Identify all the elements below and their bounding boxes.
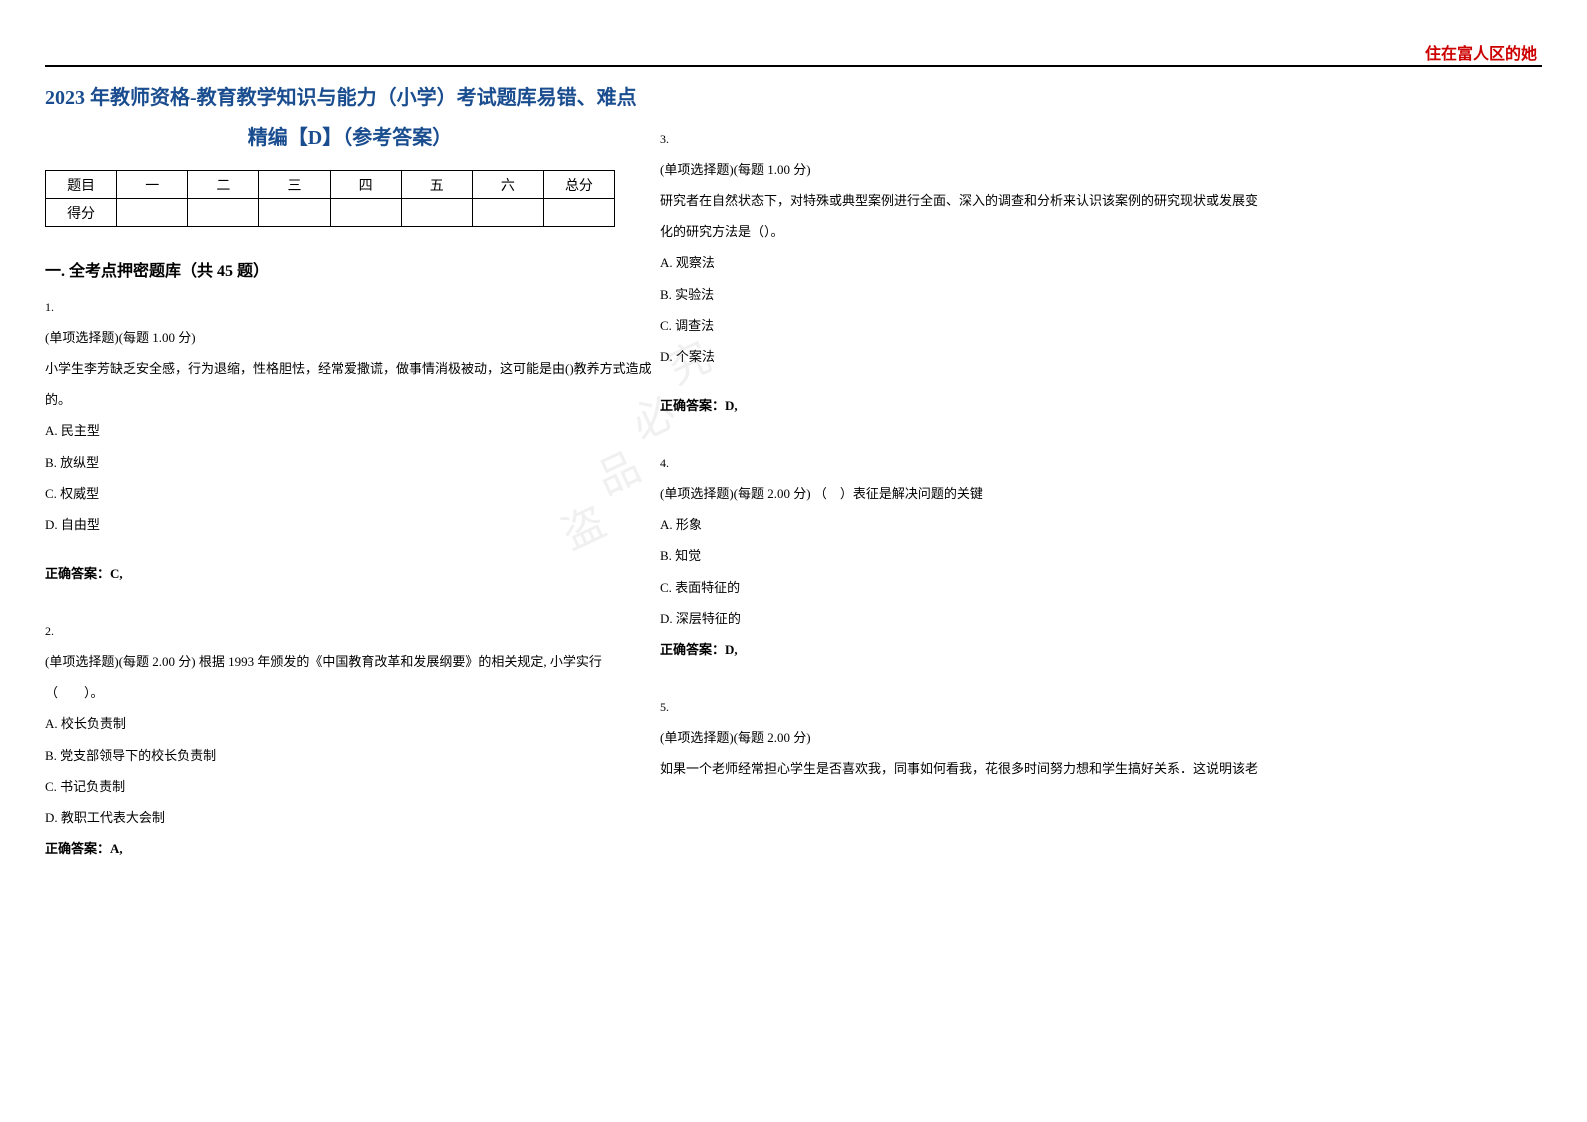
question-meta: (单项选择题)(每题 1.00 分) xyxy=(660,154,1270,185)
option-d: D. 自由型 xyxy=(45,509,655,540)
option-a: A. 形象 xyxy=(660,509,1270,540)
option-a: A. 校长负责制 xyxy=(45,708,655,739)
question-num: 4. xyxy=(660,449,1270,478)
option-b: B. 实验法 xyxy=(660,279,1270,310)
option-c: C. 表面特征的 xyxy=(660,572,1270,603)
answer: 正确答案：D, xyxy=(660,634,1270,665)
table-cell xyxy=(330,199,401,227)
option-d: D. 个案法 xyxy=(660,341,1270,372)
table-row: 得分 xyxy=(46,199,615,227)
table-cell xyxy=(472,199,543,227)
table-cell: 得分 xyxy=(46,199,117,227)
option-a: A. 观察法 xyxy=(660,247,1270,278)
table-cell: 六 xyxy=(472,171,543,199)
table-cell: 题目 xyxy=(46,171,117,199)
table-cell xyxy=(188,199,259,227)
answer: 正确答案：D, xyxy=(660,390,1270,421)
question-5: 5. (单项选择题)(每题 2.00 分) 如果一个老师经常担心学生是否喜欢我，… xyxy=(660,693,1270,784)
table-cell: 一 xyxy=(117,171,188,199)
option-d: D. 深层特征的 xyxy=(660,603,1270,634)
subtitle: 精编【D】（参考答案） xyxy=(45,121,655,150)
question-text: 研究者在自然状态下，对特殊或典型案例进行全面、深入的调查和分析来认识该案例的研究… xyxy=(660,185,1270,247)
table-cell: 二 xyxy=(188,171,259,199)
option-a: A. 民主型 xyxy=(45,415,655,446)
top-border-line xyxy=(45,65,1542,67)
table-cell xyxy=(401,199,472,227)
question-num: 2. xyxy=(45,617,655,646)
question-num: 1. xyxy=(45,293,655,322)
question-meta: (单项选择题)(每题 2.00 分) 根据 1993 年颁发的《中国教育改革和发… xyxy=(45,646,655,708)
table-cell: 三 xyxy=(259,171,330,199)
main-title: 2023 年教师资格-教育教学知识与能力（小学）考试题库易错、难点 xyxy=(45,80,655,116)
left-column: 2023 年教师资格-教育教学知识与能力（小学）考试题库易错、难点 精编【D】（… xyxy=(45,80,655,872)
option-b: B. 党支部领导下的校长负责制 xyxy=(45,740,655,771)
answer: 正确答案：A, xyxy=(45,833,655,864)
question-3: 3. (单项选择题)(每题 1.00 分) 研究者在自然状态下，对特殊或典型案例… xyxy=(660,125,1270,421)
option-b: B. 放纵型 xyxy=(45,447,655,478)
question-meta: (单项选择题)(每题 2.00 分) xyxy=(660,722,1270,753)
question-1: 1. (单项选择题)(每题 1.00 分) 小学生李芳缺乏安全感，行为退缩，性格… xyxy=(45,293,655,589)
table-row: 题目 一 二 三 四 五 六 总分 xyxy=(46,171,615,199)
table-cell: 总分 xyxy=(543,171,614,199)
question-4: 4. (单项选择题)(每题 2.00 分) （ ）表征是解决问题的关键 A. 形… xyxy=(660,449,1270,665)
option-c: C. 调查法 xyxy=(660,310,1270,341)
option-c: C. 书记负责制 xyxy=(45,771,655,802)
question-meta: (单项选择题)(每题 1.00 分) xyxy=(45,322,655,353)
section-header: 一. 全考点押密题库（共 45 题） xyxy=(45,257,655,281)
score-table: 题目 一 二 三 四 五 六 总分 得分 xyxy=(45,170,615,227)
option-b: B. 知觉 xyxy=(660,540,1270,571)
table-cell: 四 xyxy=(330,171,401,199)
option-d: D. 教职工代表大会制 xyxy=(45,802,655,833)
question-num: 5. xyxy=(660,693,1270,722)
header-watermark: 住在富人区的她 xyxy=(1425,40,1537,64)
question-meta: (单项选择题)(每题 2.00 分) （ ）表征是解决问题的关键 xyxy=(660,478,1270,509)
question-2: 2. (单项选择题)(每题 2.00 分) 根据 1993 年颁发的《中国教育改… xyxy=(45,617,655,864)
question-num: 3. xyxy=(660,125,1270,154)
option-c: C. 权威型 xyxy=(45,478,655,509)
table-cell xyxy=(117,199,188,227)
answer: 正确答案：C, xyxy=(45,558,655,589)
table-cell xyxy=(259,199,330,227)
question-text: 如果一个老师经常担心学生是否喜欢我，同事如何看我，花很多时间努力想和学生搞好关系… xyxy=(660,753,1270,784)
table-cell xyxy=(543,199,614,227)
question-text: 小学生李芳缺乏安全感，行为退缩，性格胆怯，经常爱撒谎，做事情消极被动，这可能是由… xyxy=(45,353,655,415)
right-column: 3. (单项选择题)(每题 1.00 分) 研究者在自然状态下，对特殊或典型案例… xyxy=(660,125,1270,792)
table-cell: 五 xyxy=(401,171,472,199)
